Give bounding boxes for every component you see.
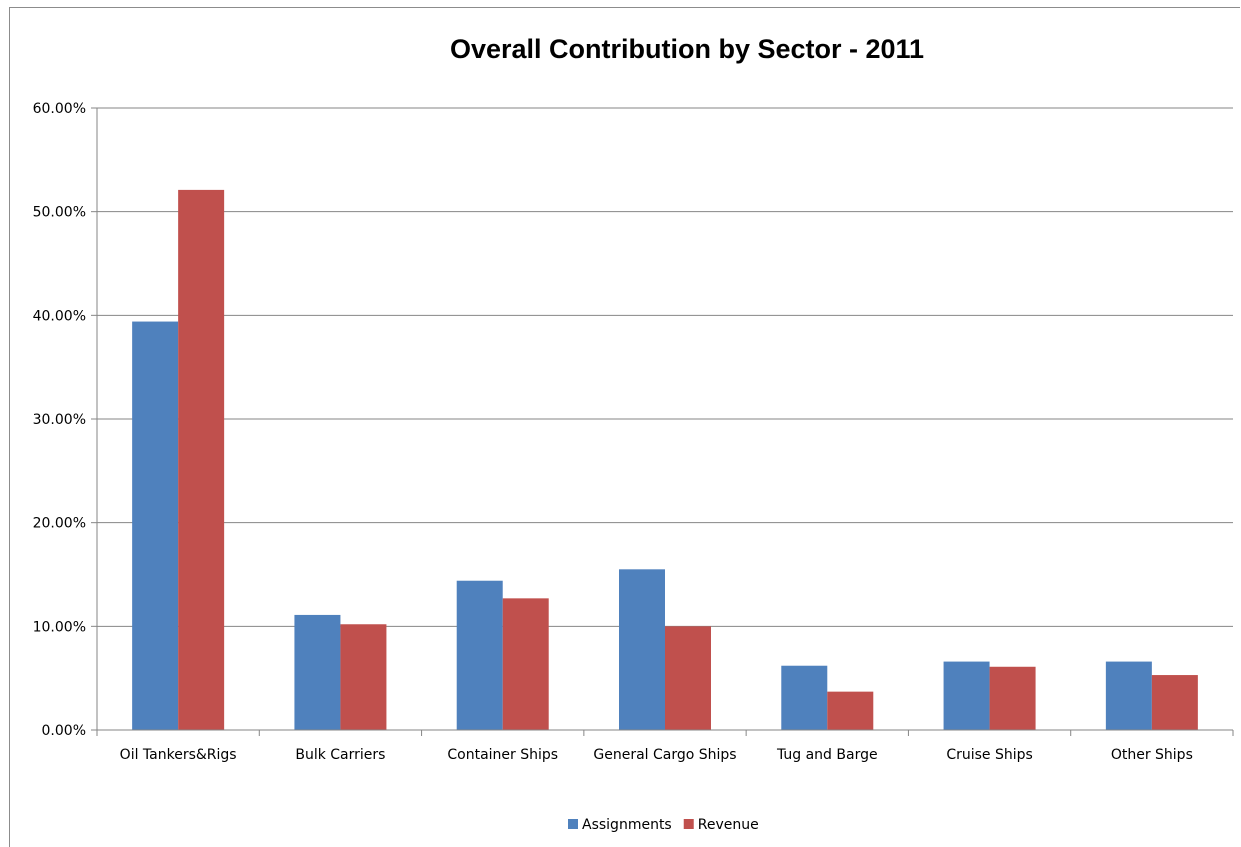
x-category-label: Other Ships: [1111, 747, 1193, 763]
y-tick-label: 40.00%: [33, 308, 86, 324]
y-tick-label: 10.00%: [33, 619, 86, 635]
bar-assignments: [1105, 661, 1152, 730]
y-tick-label: 50.00%: [33, 205, 86, 221]
x-category-label: Bulk Carriers: [295, 747, 385, 763]
chart-title: Overall Contribution by Sector - 2011: [450, 34, 924, 64]
bar-assignments: [456, 580, 503, 730]
legend-swatch-assignments: [568, 819, 578, 829]
legend-label-revenue: Revenue: [698, 817, 759, 833]
y-tick-label: 20.00%: [33, 516, 86, 532]
bar-assignments: [943, 661, 990, 730]
y-tick-label: 30.00%: [33, 412, 86, 428]
bar-revenue: [827, 691, 874, 730]
bar-assignments: [132, 321, 179, 730]
y-tick-label: 60.00%: [33, 101, 86, 117]
x-category-label: Cruise Ships: [946, 747, 1032, 763]
legend-label-assignments: Assignments: [582, 817, 672, 833]
bar-revenue: [502, 598, 549, 730]
bar-assignments: [294, 614, 341, 730]
bar-revenue: [665, 626, 711, 730]
bar-revenue: [340, 624, 387, 730]
gridlines: [97, 107, 1233, 627]
x-category-label: Oil Tankers&Rigs: [120, 747, 237, 763]
x-category-label: Tug and Barge: [776, 747, 878, 763]
bar-assignments: [781, 665, 828, 730]
axes: [91, 108, 1233, 736]
chart-area-border: [9, 7, 1240, 847]
x-category-label: General Cargo Ships: [593, 747, 736, 763]
y-axis-ticks: 0.00% 10.00% 20.00% 30.00% 40.00% 50.00% 60.00…: [33, 101, 97, 739]
bar-revenue: [989, 666, 1036, 730]
x-axis-categories: Oil Tankers&Rigs Bulk Carriers Container S…: [120, 730, 1234, 763]
legend-swatch-revenue: [683, 819, 694, 829]
legend: Assignments Revenue: [568, 817, 759, 833]
bar-revenue: [178, 189, 225, 730]
x-category-label: Container Ships: [447, 747, 558, 763]
bar-assignments: [619, 569, 665, 730]
y-tick-label: 0.00%: [42, 723, 86, 739]
bars: [132, 189, 1198, 730]
bar-revenue: [1151, 675, 1198, 730]
